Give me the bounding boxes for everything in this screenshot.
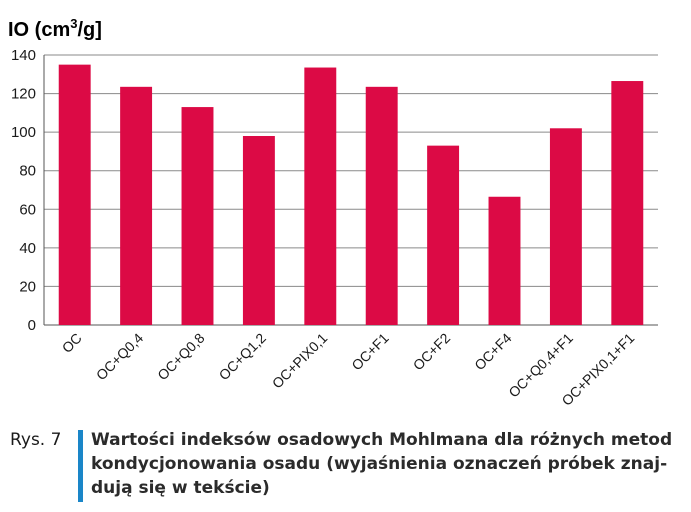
bar [181,107,214,325]
y-tick-label: 0 [28,317,36,334]
y-tick-label: 60 [19,201,36,218]
y-tick-labels: 0 20 40 60 80 100 120 140 [11,47,36,334]
y-tick-label: 20 [19,278,36,295]
y-tick-label: 120 [11,86,36,103]
figure-caption: Rys. 7 Wartości indeksów osadowych Mohlm… [10,428,680,502]
y-tick-label: 80 [19,163,36,180]
bar [242,136,275,325]
bars [58,64,644,326]
y-tick-label: 140 [11,47,36,64]
y-axis-label: IO (cm3/g] [8,16,102,41]
x-tick-label: OC+Q0,8 [154,330,208,384]
x-tick-label: OC+Q0,4 [93,330,147,384]
bar [611,81,644,326]
bar [488,196,521,325]
bar [365,86,398,325]
figure-caption-text: Wartości indeksów osadowych Mohlmana dla… [91,430,673,498]
x-tick-label: OC+F2 [410,330,454,374]
bar [549,128,582,325]
x-tick-labels: OC OC+Q0,4 OC+Q0,8 OC+Q1,2 OC+PIX0,1 OC+F1 OC+… [59,330,638,409]
x-tick-label: OC [59,330,85,356]
x-tick-label: OC+PIX0,1 [269,330,331,392]
bar [120,86,153,325]
x-tick-label: OC+Q1,2 [216,330,270,384]
bar [304,67,337,326]
x-tick-label: OC+F1 [348,330,392,374]
bar [58,64,91,326]
bar [427,145,460,325]
x-tick-label: OC+F4 [471,330,515,374]
y-tick-label: 100 [11,124,36,141]
caption-accent-bar [78,430,83,502]
y-tick-label: 40 [19,240,36,257]
figure-number: Rys. 7 [10,430,62,450]
